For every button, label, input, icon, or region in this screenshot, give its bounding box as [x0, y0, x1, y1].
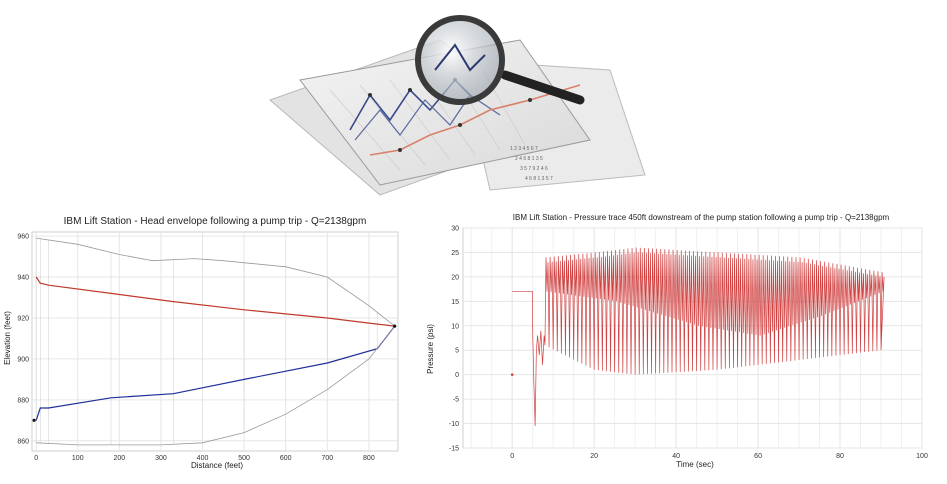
series-layer — [32, 237, 397, 446]
head-envelope-chart: IBM Lift Station - Head envelope followi… — [3, 216, 399, 470]
y-tick-label: 5 — [455, 348, 459, 355]
y-tick-label: -5 — [453, 397, 459, 404]
upper-profile-line — [36, 237, 395, 327]
y-tick-label: 860 — [17, 438, 29, 445]
x-axis-label: Time (sec) — [676, 460, 714, 469]
pressure-line — [512, 247, 885, 427]
y-tick-label: 0 — [455, 372, 459, 379]
y-tick-label: 30 — [451, 226, 459, 233]
y-tick-label: 25 — [451, 250, 459, 257]
x-axis-label: Distance (feet) — [191, 461, 243, 470]
x-tick-label: 80 — [836, 453, 844, 460]
y-tick-label: -10 — [449, 421, 459, 428]
magnifier-over-charts-icon: 1 2 3 4 5 6 7 2 4 6 8 1 3 5 3 5 7 9 2 4 6… — [269, 15, 646, 196]
marker-point — [32, 418, 36, 422]
y-tick-label: 15 — [451, 299, 459, 306]
svg-text:4 6 8 1 3 5 7: 4 6 8 1 3 5 7 — [525, 176, 553, 182]
tick-labels: 0 20 40 60 80 100 -15 -10 -5 0 5 10 15 20 25 30 — [449, 226, 928, 461]
y-axis-label: Pressure (psi) — [426, 324, 435, 374]
x-tick-label: 400 — [197, 455, 209, 462]
svg-text:1 2 3 4 5 6 7: 1 2 3 4 5 6 7 — [510, 146, 538, 152]
y-tick-label: 920 — [17, 315, 29, 322]
plot-frame — [31, 231, 399, 452]
x-tick-label: 200 — [113, 455, 125, 462]
grid — [31, 231, 399, 452]
x-tick-label: 600 — [280, 455, 292, 462]
y-tick-label: 880 — [17, 397, 29, 404]
tick-labels: 0 100 200 300 400 500 600 700 800 860 880 900 920 940… — [17, 234, 375, 462]
y-tick-label: 20 — [451, 274, 459, 281]
y-tick-label: 940 — [17, 275, 29, 282]
x-tick-label: 100 — [916, 453, 928, 460]
marker-point — [393, 324, 397, 328]
min-line — [35, 325, 396, 421]
x-tick-label: 20 — [590, 453, 598, 460]
marker-point — [510, 373, 514, 376]
max-line — [35, 276, 395, 327]
y-tick-label: 10 — [451, 323, 459, 330]
chart-title: IBM Lift Station - Head envelope followi… — [64, 216, 367, 227]
y-tick-label: -15 — [449, 446, 459, 453]
x-tick-label: 100 — [72, 455, 84, 462]
svg-text:2 4 6 8 1 3 5: 2 4 6 8 1 3 5 — [515, 156, 543, 162]
x-tick-label: 0 — [34, 455, 38, 462]
x-tick-label: 0 — [510, 453, 514, 460]
x-tick-label: 300 — [155, 455, 167, 462]
y-tick-label: 960 — [17, 234, 29, 241]
svg-text:3 5 7 9 2 4 6: 3 5 7 9 2 4 6 — [520, 166, 548, 172]
y-tick-label: 900 — [17, 356, 29, 363]
x-tick-label: 40 — [672, 453, 680, 460]
chart-title: IBM Lift Station - Pressure trace 450ft … — [513, 213, 890, 222]
y-axis-label: Elevation (feet) — [3, 311, 12, 365]
x-tick-label: 700 — [321, 455, 333, 462]
x-tick-label: 800 — [363, 455, 375, 462]
pressure-trace-chart: IBM Lift Station - Pressure trace 450ft … — [426, 213, 928, 469]
x-tick-label: 500 — [238, 455, 250, 462]
lower-profile-line — [36, 325, 396, 446]
series-layer — [510, 247, 885, 427]
x-tick-label: 60 — [754, 453, 762, 460]
